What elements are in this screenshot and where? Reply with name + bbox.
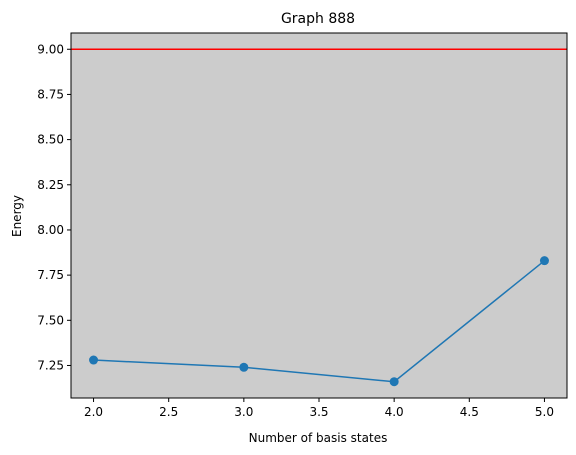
y-tick-label: 7.75 [37,268,64,282]
y-tick-label: 9.00 [37,42,64,56]
y-tick-label: 8.25 [37,178,64,192]
series-line-0 [93,260,545,383]
data-point [539,256,549,266]
x-tick-label: 4.5 [460,405,479,419]
y-tick-label: 7.50 [37,313,64,327]
data-point [239,362,249,372]
x-axis-label: Number of basis states [249,431,388,445]
x-tick-label: 3.5 [309,405,328,419]
series-layer [89,256,549,387]
plot-area [71,33,567,398]
x-tick-label: 5.0 [535,405,554,419]
y-axis: 7.25 7.50 7.75 8.00 8.25 8.50 8.75 9.00 [37,42,71,372]
x-tick-label: 2.0 [84,405,103,419]
y-axis-label: Energy [10,195,24,237]
y-tick-label: 8.00 [37,223,64,237]
y-tick-label: 7.25 [37,358,64,372]
x-tick-label: 2.5 [159,405,178,419]
data-point [389,377,399,387]
x-axis: 2.0 2.5 3.0 3.5 4.0 4.5 5.0 [84,398,554,419]
x-tick-label: 4.0 [385,405,404,419]
y-tick-label: 8.75 [37,87,64,101]
data-point [89,355,99,365]
y-tick-label: 8.50 [37,133,64,147]
chart-title: Graph 888 [281,11,355,27]
x-tick-label: 3.0 [234,405,253,419]
